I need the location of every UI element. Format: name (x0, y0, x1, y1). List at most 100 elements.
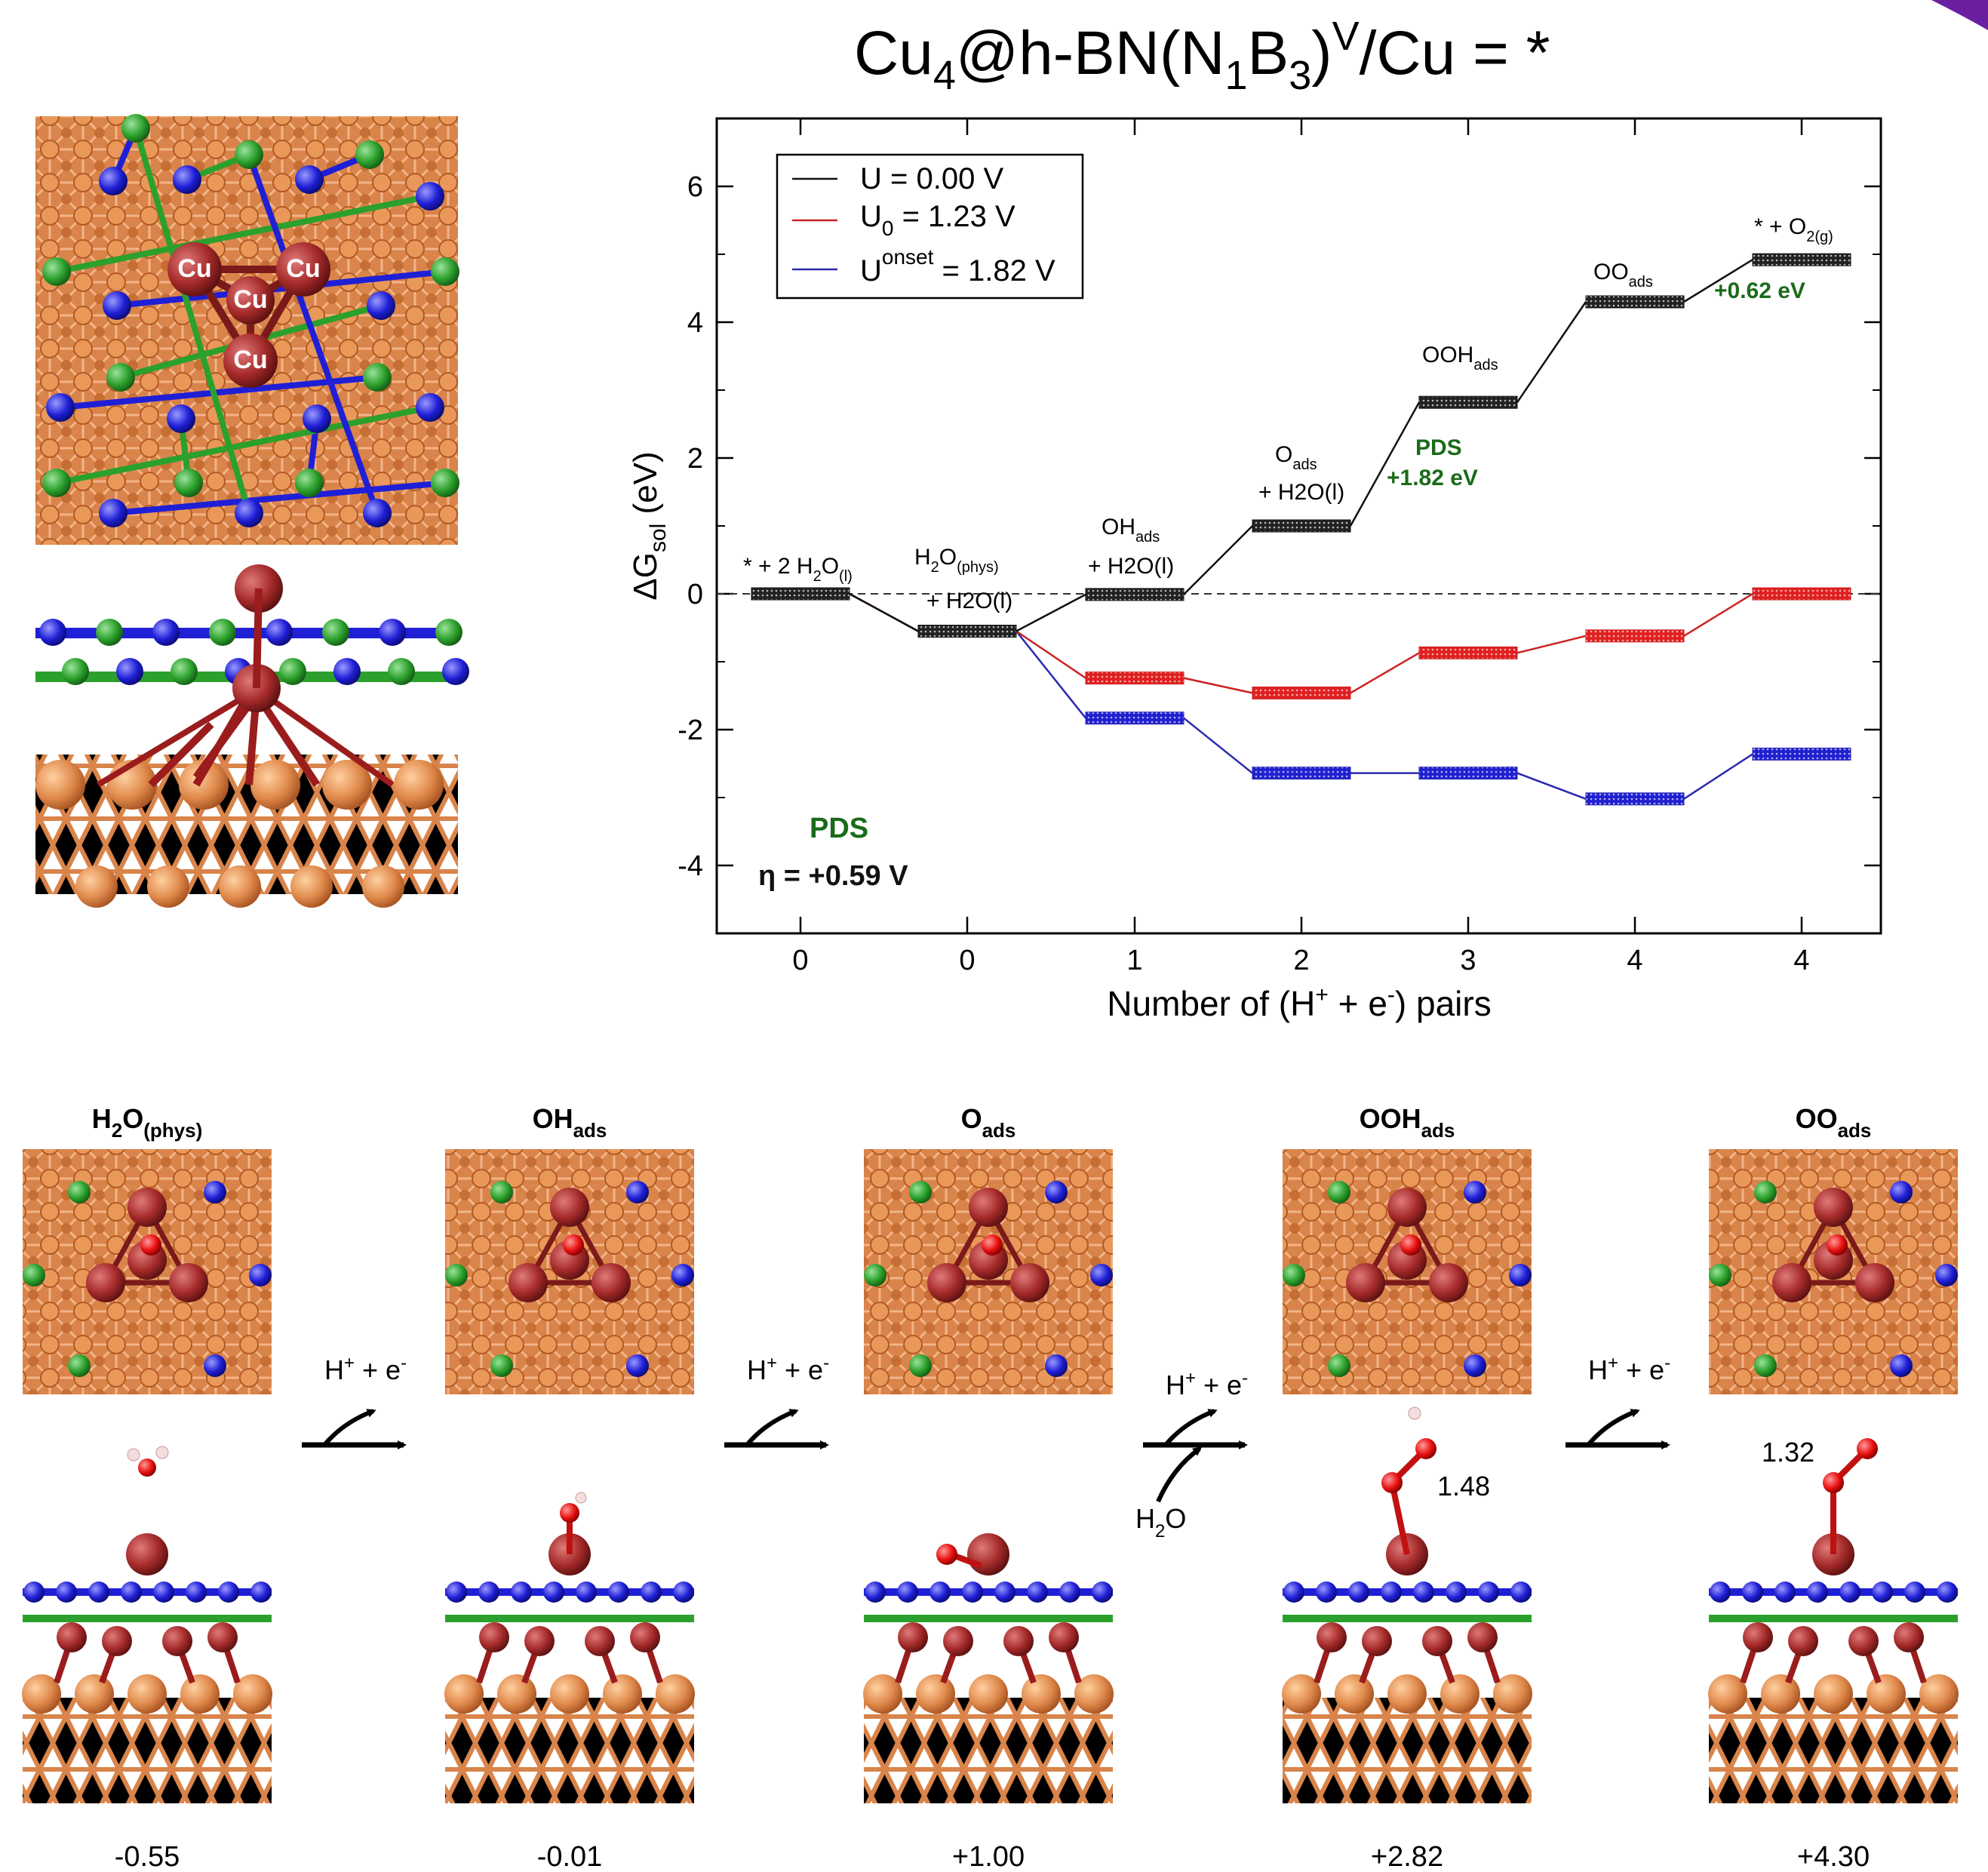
cu-cluster-atom (630, 1622, 660, 1652)
nitrogen-atom (416, 182, 444, 211)
step-label-h2o-phys: H2O(phys) (914, 545, 999, 576)
cu-cluster-atom (102, 1626, 132, 1656)
nitrogen-atom (1742, 1582, 1763, 1603)
copper-atom (75, 865, 118, 908)
pds-annotation-title: PDS (1415, 435, 1462, 460)
nitrogen-atom (186, 1582, 207, 1603)
copper-atom (180, 1674, 220, 1714)
hydrogen-atom (1408, 1406, 1421, 1420)
nitrogen-atom (167, 404, 195, 433)
cu-cluster-atom (162, 1626, 192, 1656)
cu-cluster-atom (1362, 1626, 1392, 1656)
boron-atom (171, 658, 198, 685)
boron-atom (23, 1264, 45, 1286)
energy-level-bar-2 (1418, 767, 1518, 780)
intermediate-side-view (23, 1698, 272, 1803)
series-connector-1 (1683, 592, 1753, 637)
boron-atom (42, 257, 71, 286)
hydrogen-atom (127, 1448, 140, 1462)
corner-decoration (1931, 0, 1988, 30)
bn-layer-band (1283, 1615, 1532, 1622)
intermediate-side-view (864, 1698, 1113, 1803)
cu-cluster-atom (927, 1263, 966, 1302)
cu-cluster-atom (1772, 1263, 1811, 1302)
y-axis-label: ΔGsol (eV) (627, 451, 671, 600)
step-label-ohads-water: + H2O(l) (1088, 554, 1174, 579)
x-axis: 0 0 1 2 3 4 4 (792, 118, 1810, 976)
cu-label: Cu (286, 254, 320, 283)
nitrogen-atom (626, 1354, 649, 1377)
y-axis: -4 -2 0 2 4 6 (678, 118, 1881, 934)
boron-atom (106, 363, 135, 392)
copper-atom (219, 865, 261, 908)
bn-layer-band (23, 1615, 272, 1622)
oxygen-atom (138, 1459, 156, 1477)
nitrogen-atom (1092, 1582, 1113, 1603)
energy-level-bar-0 (1085, 588, 1185, 601)
step-label-ohads: OHads (1102, 515, 1160, 546)
energy-level-bar-2 (1252, 767, 1351, 780)
series-connector-2 (1516, 772, 1587, 800)
cu-cluster-atom (207, 1622, 238, 1652)
summary-pds-title: PDS (810, 813, 868, 844)
cu-cluster-atom (1855, 1263, 1894, 1302)
hydrogen-atom (155, 1446, 169, 1459)
copper-atom (444, 1674, 484, 1714)
oxygen-atom (563, 1234, 584, 1256)
energy-level-bar-0 (1418, 395, 1518, 409)
nitrogen-atom (1045, 1354, 1068, 1377)
cu-cluster-atom (1422, 1626, 1452, 1656)
energy-level-bar-0 (1752, 253, 1851, 266)
boron-atom (121, 114, 150, 143)
last-step-annotation: +0.62 eV (1714, 278, 1805, 303)
bond-length-label: 1.32 (1762, 1437, 1814, 1468)
copper-atom (179, 760, 229, 810)
cu4-cluster: Cu Cu Cu Cu (167, 242, 330, 388)
nitrogen-atom (39, 619, 66, 646)
nitrogen-atom (56, 1582, 77, 1603)
cu-cluster-atom (898, 1622, 928, 1652)
nitrogen-atom (1937, 1582, 1958, 1603)
legend-entry: U = 0.00 V (860, 162, 1003, 195)
intermediate-title: OHads (533, 1103, 607, 1142)
cu-cluster-atom (1003, 1626, 1034, 1656)
intermediate-title: OOHads (1360, 1103, 1455, 1142)
boron-atom (1754, 1181, 1777, 1203)
reaction-step-arrow: H+ + e- (302, 1353, 407, 1449)
x-tick-label: 3 (1460, 945, 1476, 976)
energy-level-bar-1 (1252, 686, 1351, 699)
nitrogen-atom (116, 658, 143, 685)
oxygen-atom (982, 1234, 1003, 1256)
nitrogen-atom (367, 291, 395, 320)
nitrogen-atom (1090, 1264, 1113, 1286)
x-tick-label: 2 (1293, 945, 1309, 976)
cu-cluster-atom (128, 1188, 167, 1227)
arrow-branch (1586, 1409, 1640, 1446)
nitrogen-atom (1774, 1582, 1796, 1603)
cu-cluster-atom (479, 1622, 509, 1652)
cu-cluster-atom (1429, 1263, 1468, 1302)
y-tick-label: 0 (687, 579, 703, 610)
nitrogen-atom (1027, 1582, 1048, 1603)
nitrogen-atom (235, 499, 263, 527)
nitrogen-atom (576, 1582, 597, 1603)
nitrogen-atom (88, 1582, 109, 1603)
copper-atom (1708, 1674, 1747, 1714)
series-connector-2 (1683, 753, 1753, 800)
copper-atom (1440, 1674, 1479, 1714)
nitrogen-atom (1478, 1582, 1499, 1603)
boron-atom (295, 469, 324, 497)
nitrogen-atom (511, 1582, 532, 1603)
bn-layer-band (445, 1588, 694, 1596)
energy-level-bar-0 (751, 587, 850, 601)
oxygen-atom (1381, 1472, 1403, 1493)
nitrogen-atom (1464, 1181, 1486, 1203)
boron-atom (1709, 1264, 1731, 1286)
nitrogen-atom (1839, 1582, 1860, 1603)
cu-label: Cu (233, 346, 267, 374)
cu-cluster-atom (1317, 1622, 1347, 1652)
reaction-step-arrow: H+ + e- H2O (1135, 1368, 1248, 1542)
series-connector-0 (1516, 301, 1587, 403)
nitrogen-atom (897, 1582, 918, 1603)
